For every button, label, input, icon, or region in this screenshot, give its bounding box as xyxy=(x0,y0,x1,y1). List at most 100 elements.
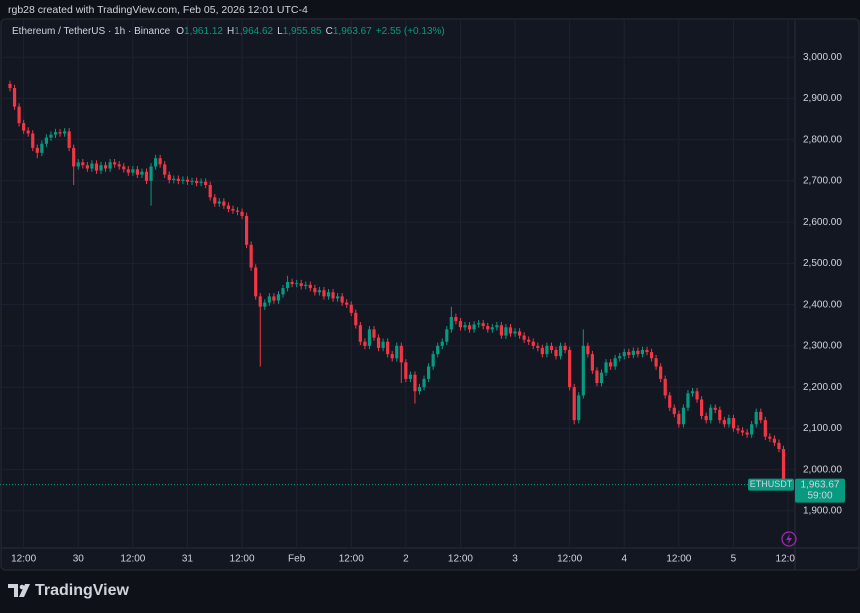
candle-body xyxy=(208,185,212,198)
candle-body xyxy=(222,201,226,206)
candle-body xyxy=(113,162,117,165)
candle-body xyxy=(640,350,645,355)
candle-body xyxy=(740,430,745,433)
y-tick-label: 2,400.00 xyxy=(803,299,842,310)
candle-body xyxy=(249,244,253,268)
candle-body xyxy=(358,325,362,342)
attribution: rgb28 created with TradingView.com, Feb … xyxy=(8,4,308,16)
candle-body xyxy=(99,165,103,171)
candle-body xyxy=(299,283,303,287)
candle-body xyxy=(49,134,53,138)
candle-body xyxy=(599,372,604,383)
ohlc-key: H xyxy=(227,26,234,37)
grid xyxy=(0,20,795,548)
candle-body xyxy=(686,393,690,408)
candle-body xyxy=(709,407,713,421)
x-tick-label: 4 xyxy=(621,554,627,565)
candle-body xyxy=(231,208,235,211)
x-tick-label: 2 xyxy=(403,554,409,565)
candle-body xyxy=(158,158,162,165)
candle-body xyxy=(295,283,299,285)
candle-body xyxy=(163,164,167,175)
ohlc-value: 1,961.12 xyxy=(184,26,223,37)
candle-body xyxy=(563,345,567,350)
candle-body xyxy=(172,178,176,181)
candle-body xyxy=(76,162,80,167)
candle-body xyxy=(549,345,554,350)
candle-body xyxy=(263,302,267,307)
candle-body xyxy=(349,304,353,313)
candle-body xyxy=(659,366,663,379)
candle-body xyxy=(381,341,385,348)
candle-body xyxy=(504,327,508,336)
candle-body xyxy=(536,345,540,348)
candle-body xyxy=(376,337,381,348)
ohlc-value: 1,955.85 xyxy=(283,26,322,37)
x-tick-label: 12:00 xyxy=(448,554,473,565)
logo-mark xyxy=(8,584,18,597)
candle-body xyxy=(217,201,221,204)
candle-body xyxy=(440,341,444,346)
x-tick-label: 12:00 xyxy=(11,554,36,565)
candle-body xyxy=(122,166,126,170)
y-tick-label: 2,900.00 xyxy=(803,93,842,104)
countdown: 59:00 xyxy=(807,490,832,501)
candle-body xyxy=(395,345,399,359)
candle-body xyxy=(581,345,585,396)
candle-body xyxy=(31,133,35,148)
candle-body xyxy=(390,354,394,359)
candle-body xyxy=(72,147,76,167)
candle-body xyxy=(267,296,271,303)
candle-body xyxy=(185,179,190,182)
candle-body xyxy=(531,341,535,346)
candle-body xyxy=(117,164,121,167)
candle-body xyxy=(622,352,626,357)
candle-body xyxy=(518,331,522,336)
candle-body xyxy=(85,165,89,169)
candle-body xyxy=(408,374,412,379)
candle-body xyxy=(154,158,158,167)
candle-body xyxy=(304,284,308,287)
axes: 1,900.00 2,000.00 2,100.00 2,200.00 2,300.00… xyxy=(11,52,842,565)
x-tick-label: 12:00 xyxy=(230,554,255,565)
candle-body xyxy=(736,428,740,431)
candle-body xyxy=(481,323,485,327)
candle-body xyxy=(554,350,558,357)
candle-body xyxy=(595,370,599,383)
candle-body xyxy=(663,378,667,396)
candle-body xyxy=(609,362,613,367)
candle-body xyxy=(413,374,417,392)
y-tick-label: 2,700.00 xyxy=(803,176,842,187)
candle-body xyxy=(126,169,130,173)
candle-body xyxy=(272,296,276,301)
candle-body xyxy=(722,420,726,425)
x-tick-label: Feb xyxy=(288,554,306,565)
candle-body xyxy=(90,163,94,169)
candle-body xyxy=(108,162,112,169)
candle-body xyxy=(545,345,549,355)
candle-body xyxy=(700,399,704,416)
candle-body xyxy=(649,352,654,359)
candle-body xyxy=(354,312,358,326)
candle-body xyxy=(131,169,135,173)
alert-icon-bolt xyxy=(786,534,792,544)
symbol-tag-box xyxy=(748,478,794,491)
alert-icon[interactable] xyxy=(781,531,797,547)
candle-body xyxy=(181,179,185,181)
x-axis-labels: 12:00 30 12:00 31 12:00 Feb 12:00 2 12:00 3 12:00 4… xyxy=(11,554,795,565)
candle-body xyxy=(704,416,708,421)
chart-header: Ethereum / TetherUS · 1h · Binance O1,961… xyxy=(12,26,445,37)
symbol-tag: ETHUSDT xyxy=(750,479,793,489)
candle-body xyxy=(399,345,403,363)
candle-body xyxy=(463,325,467,328)
candle-body xyxy=(285,281,290,289)
y-tick-label: 2,500.00 xyxy=(803,258,842,269)
candle-body xyxy=(618,356,622,359)
candle-body xyxy=(568,350,572,388)
candle-body xyxy=(577,395,581,421)
candle-body xyxy=(81,162,85,166)
candle-body xyxy=(572,387,576,421)
candle-body xyxy=(472,324,476,330)
candle-body xyxy=(745,432,749,435)
